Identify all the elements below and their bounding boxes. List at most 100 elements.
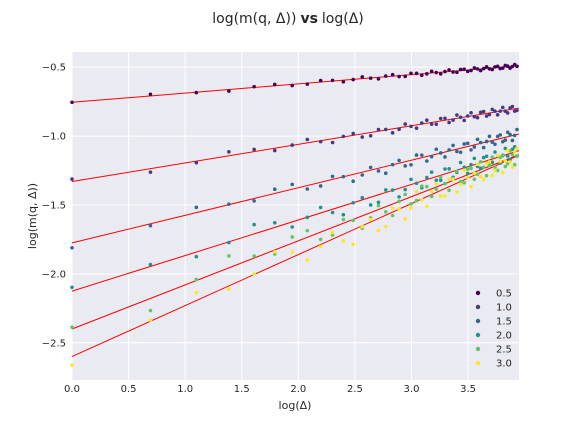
- data-point: [419, 153, 424, 157]
- data-point: [383, 74, 388, 78]
- legend-marker-1.5: [475, 318, 481, 324]
- data-point: [429, 154, 434, 159]
- data-point: [510, 104, 515, 109]
- data-point: [390, 213, 395, 218]
- data-point: [351, 242, 356, 247]
- data-point: [458, 150, 463, 155]
- data-point: [341, 134, 346, 139]
- data-point: [498, 133, 503, 137]
- data-point: [443, 167, 447, 171]
- x-tick-label: 3.0: [404, 384, 420, 395]
- data-point: [409, 177, 413, 182]
- fit-line-1.5: [71, 133, 520, 244]
- data-point: [438, 175, 443, 179]
- data-point: [368, 217, 373, 222]
- data-point: [414, 189, 419, 194]
- data-point: [397, 127, 401, 132]
- data-point: [500, 105, 505, 110]
- data-point: [403, 122, 408, 126]
- data-point: [194, 290, 199, 295]
- data-point: [475, 137, 480, 142]
- data-point: [462, 168, 466, 172]
- data-point: [419, 184, 424, 188]
- data-point: [481, 109, 486, 114]
- data-point: [290, 250, 295, 254]
- data-point: [383, 171, 388, 176]
- data-point: [397, 158, 401, 163]
- data-point: [351, 201, 356, 205]
- legend-marker-0.5: [475, 290, 481, 296]
- data-point: [368, 165, 373, 170]
- data-point: [419, 197, 424, 202]
- data-point: [305, 215, 310, 220]
- fit-line-1.0: [71, 107, 520, 183]
- data-point: [515, 108, 519, 113]
- data-point: [490, 67, 495, 72]
- legend-label-3.0: 3.0: [496, 359, 512, 370]
- data-point: [194, 205, 199, 210]
- x-tick-label: 1.5: [234, 384, 250, 395]
- data-point: [397, 206, 401, 211]
- data-point: [376, 200, 381, 205]
- data-point: [510, 153, 515, 157]
- data-point: [425, 184, 429, 189]
- series-points-1.0: [70, 104, 519, 181]
- data-point: [484, 65, 489, 69]
- data-point: [351, 131, 356, 136]
- data-point: [227, 240, 231, 245]
- data-point: [360, 195, 365, 200]
- data-point: [515, 64, 519, 69]
- plot-area: [72, 52, 519, 380]
- data-point: [414, 198, 419, 203]
- data-point: [330, 230, 335, 235]
- data-point: [495, 134, 500, 139]
- data-point: [455, 149, 459, 154]
- data-point: [429, 69, 434, 74]
- data-point: [383, 127, 388, 132]
- data-point: [481, 66, 486, 71]
- legend-label-2.5: 2.5: [496, 345, 512, 356]
- legend-marker-2.5: [475, 346, 481, 352]
- data-point: [390, 188, 395, 192]
- data-point: [290, 182, 295, 187]
- data-point: [503, 159, 508, 163]
- data-point: [458, 179, 463, 184]
- data-point: [434, 178, 439, 183]
- data-point: [429, 189, 434, 194]
- data-point: [403, 192, 408, 197]
- data-point: [409, 206, 413, 210]
- data-point: [360, 173, 365, 177]
- data-point: [505, 130, 510, 135]
- data-point: [368, 133, 373, 138]
- data-point: [70, 285, 74, 290]
- data-point: [447, 68, 451, 72]
- data-point: [341, 212, 346, 217]
- data-point: [305, 228, 310, 233]
- data-point: [305, 187, 310, 191]
- data-point: [376, 228, 381, 233]
- data-point: [481, 177, 486, 182]
- data-point: [510, 165, 515, 169]
- data-point: [227, 89, 231, 93]
- data-point: [403, 164, 408, 168]
- data-point: [305, 82, 310, 86]
- data-point: [318, 184, 323, 188]
- data-point: [425, 204, 429, 209]
- data-point: [500, 66, 505, 70]
- data-point: [305, 258, 310, 262]
- data-point: [478, 166, 483, 171]
- data-point: [458, 182, 463, 187]
- data-point: [469, 166, 473, 171]
- data-point: [70, 363, 74, 368]
- data-point: [508, 160, 512, 164]
- data-point: [443, 116, 447, 121]
- data-point: [481, 155, 486, 160]
- data-point: [330, 174, 335, 179]
- data-point: [443, 69, 447, 74]
- data-point: [252, 199, 256, 203]
- data-point: [438, 194, 443, 198]
- x-tick-label: 3.5: [460, 384, 476, 395]
- data-point: [330, 78, 335, 83]
- chart-title-vs: vs: [300, 11, 317, 27]
- data-point: [455, 190, 459, 194]
